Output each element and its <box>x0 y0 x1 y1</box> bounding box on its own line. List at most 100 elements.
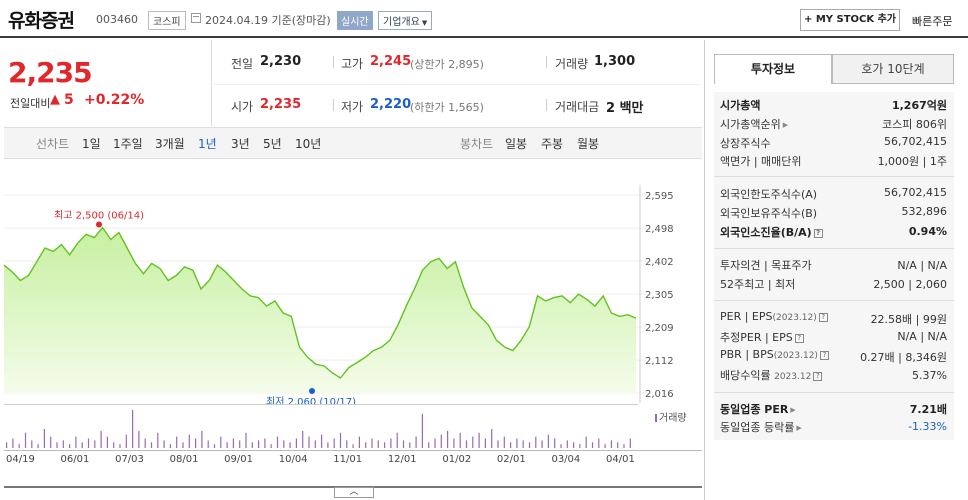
volume-bar <box>50 436 52 448</box>
volume-bar <box>428 442 430 448</box>
volume-bar <box>327 442 329 448</box>
volume-bar <box>459 432 461 448</box>
volume-bar <box>31 440 33 448</box>
prev-close-label: 전일 <box>231 57 254 71</box>
help-icon[interactable]: ? <box>794 333 804 343</box>
volume-bar <box>629 438 631 448</box>
volume-bar <box>69 444 71 448</box>
volume-bar <box>453 438 455 448</box>
volume-bar <box>365 442 367 448</box>
volume-bar <box>37 444 39 448</box>
change-value: 5 <box>64 92 74 108</box>
info-box <box>714 92 954 440</box>
quick-order-link[interactable]: 빠른주문 <box>912 15 953 28</box>
amount-label: 거래대금 <box>555 100 600 114</box>
volume-bar <box>264 438 266 448</box>
divider <box>546 99 547 111</box>
volume-bar <box>87 438 90 448</box>
period-10y[interactable]: 10년 <box>295 137 322 151</box>
volume-bar <box>239 440 241 448</box>
y-tick-label: 2,305 <box>645 290 674 301</box>
triangle-right-icon: ▶ <box>782 121 789 129</box>
volume-bar <box>491 429 493 448</box>
candle-daily[interactable]: 일봉 <box>505 137 528 151</box>
quote-date: 2024.04.19 기준(장마감) <box>205 14 331 27</box>
volume-bar <box>623 444 625 448</box>
x-tick-label: 04/01 <box>606 454 635 465</box>
industry-per-value: 7.21배 <box>909 403 947 416</box>
volume-bar <box>415 436 417 448</box>
period-1w[interactable]: 1주일 <box>113 137 143 151</box>
pbr-label: PBR | BPS(2023.12)? <box>720 348 829 361</box>
industry-per-label[interactable]: 동일업종 PER ▶ <box>720 401 796 417</box>
est-per-text: 추정PER | EPS <box>720 331 793 344</box>
volume-bar <box>333 438 335 448</box>
market-cap-rank-label[interactable]: 시가총액순위 ▶ <box>720 116 788 132</box>
min-annotation: 최저 2,060 (10/17) <box>266 396 356 405</box>
dividend-value: 5.37% <box>912 369 947 382</box>
volume-bar <box>24 432 27 448</box>
volume-bar <box>207 440 209 448</box>
prev-close-value: 2,230 <box>260 54 302 69</box>
volume-bar <box>554 438 556 448</box>
price-box <box>4 40 212 126</box>
shares-value: 56,702,415 <box>884 135 947 148</box>
period-3m[interactable]: 3개월 <box>155 137 185 151</box>
line-chart-label: 선차트 <box>36 137 70 151</box>
volume-area <box>4 404 638 448</box>
industry-change-text: 동일업종 등락률 <box>720 421 795 434</box>
x-tick-label: 03/04 <box>551 454 581 465</box>
par-value: 1,000원 | 1주 <box>877 155 947 168</box>
tab-orderbook[interactable]: 호가 10단계 <box>832 54 954 84</box>
candle-monthly[interactable]: 월봉 <box>577 137 600 151</box>
chevron-up-icon[interactable]: ︿ <box>334 487 374 498</box>
volume-bar <box>113 442 115 448</box>
tab-invest-info[interactable]: 투자정보 <box>714 54 832 84</box>
help-icon[interactable]: ? <box>813 371 823 381</box>
volume-bar <box>182 442 184 448</box>
high-value: 2,245 <box>370 54 412 69</box>
price-chart[interactable]: 2,595 2,498 2,402 2,305 2,209 2,112 2,016 최고 2,… <box>4 180 704 405</box>
realtime-button[interactable]: 실시간 <box>337 11 373 30</box>
price-area <box>4 227 636 393</box>
amount-value: 2 백만 <box>606 101 644 116</box>
divider <box>714 300 954 301</box>
help-icon[interactable]: ? <box>818 312 828 322</box>
volume-bar <box>447 430 449 448</box>
volume-bar <box>541 440 543 448</box>
volume-bar <box>579 444 581 448</box>
w52-label: 52주최고 | 최저 <box>720 278 796 291</box>
par-label: 액면가 | 매매단위 <box>720 155 802 168</box>
period-3y[interactable]: 3년 <box>231 137 250 151</box>
per-period: (2023.12) <box>772 313 817 323</box>
volume-bar <box>283 440 285 448</box>
volume-chart <box>6 410 631 448</box>
volume-bar <box>258 440 260 448</box>
help-icon[interactable]: ? <box>819 350 829 360</box>
period-1d[interactable]: 1일 <box>82 137 101 151</box>
period-5y[interactable]: 5년 <box>263 137 282 151</box>
volume-bar <box>478 432 480 448</box>
volume-bar <box>125 434 127 448</box>
volume-bar <box>371 438 373 448</box>
x-tick-label: 10/04 <box>278 454 308 465</box>
foreign-ratio-text: 외국인소진율(B/A) <box>720 226 812 239</box>
help-icon[interactable]: ? <box>813 228 823 238</box>
est-per-value: N/A | N/A <box>897 330 947 343</box>
volume-bar <box>352 444 354 448</box>
divider <box>714 176 954 177</box>
corp-info-dropdown[interactable]: 기업개요 ▼ <box>378 11 433 30</box>
volume-bar <box>201 430 203 448</box>
volume-bar <box>188 434 190 448</box>
volume-bar <box>503 436 505 448</box>
divider <box>333 99 334 111</box>
volume-bar <box>535 436 537 448</box>
foreign-ratio-value: 0.94% <box>908 225 947 238</box>
candle-weekly[interactable]: 주봉 <box>541 137 564 151</box>
foreign-limit-value: 56,702,415 <box>884 186 947 199</box>
volume-bar <box>232 438 234 448</box>
foreign-hold-label: 외국인보유주식수(B) <box>720 207 818 220</box>
add-my-stock-button[interactable]: + MY STOCK 추가 <box>800 9 900 31</box>
industry-change-label[interactable]: 동일업종 등락률 ▶ <box>720 419 802 435</box>
period-1y[interactable]: 1년 <box>198 137 217 151</box>
